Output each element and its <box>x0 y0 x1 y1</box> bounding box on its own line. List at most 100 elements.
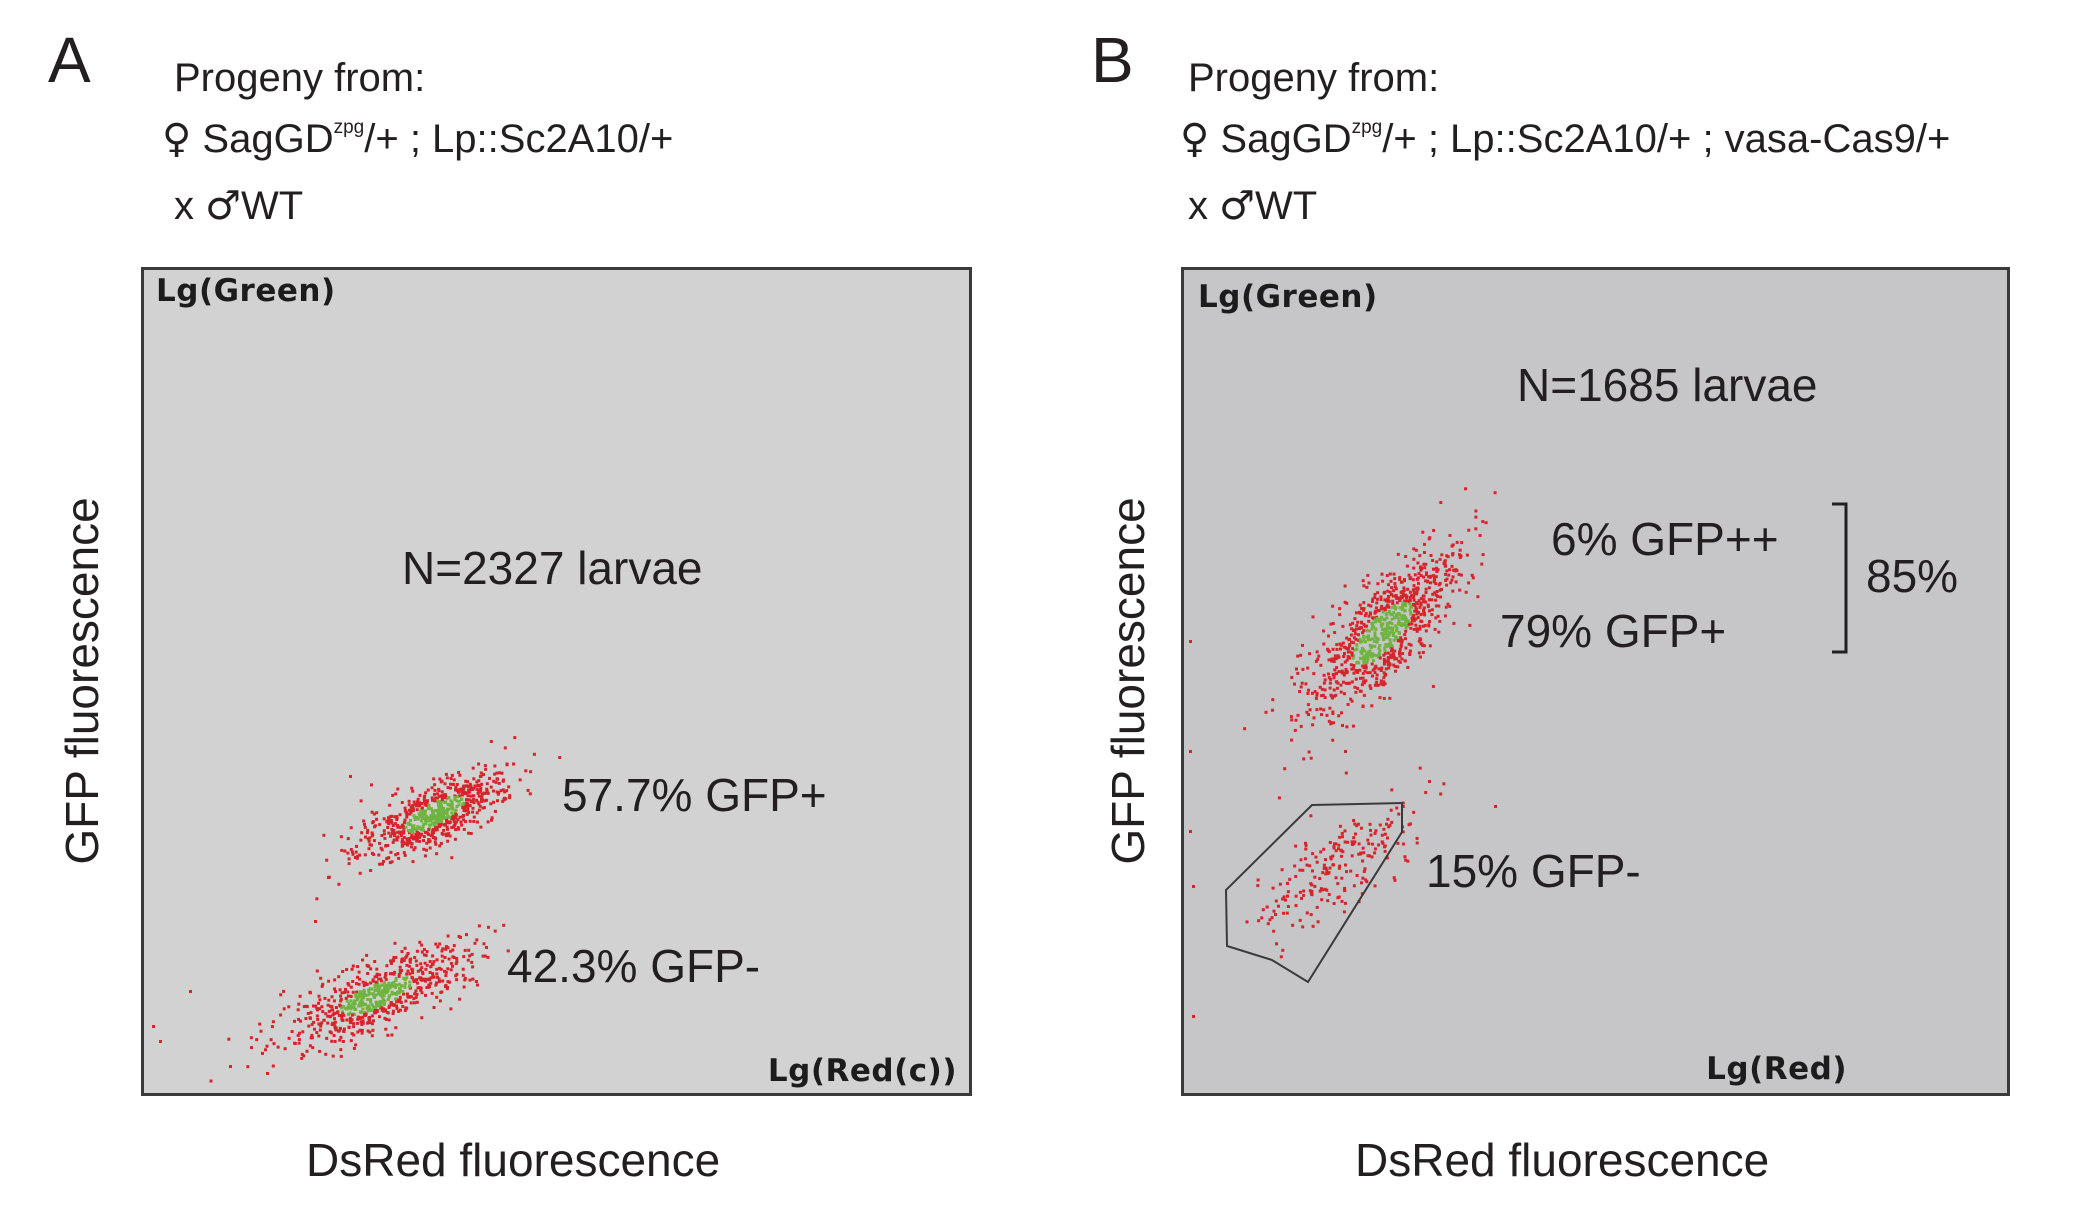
scatter-dot <box>1436 614 1440 618</box>
scatter-dot <box>1377 651 1381 655</box>
scatter-dot-outlier <box>349 775 352 778</box>
scatter-dot <box>1379 679 1383 683</box>
scatter-dot <box>1321 693 1325 697</box>
scatter-dot <box>1417 599 1421 603</box>
scatter-dot <box>434 983 438 987</box>
scatter-dot <box>392 834 396 838</box>
scatter-dot <box>346 1012 350 1016</box>
scatter-dot <box>316 1018 320 1021</box>
scatter-dot <box>383 1009 386 1013</box>
scatter-dot <box>1309 913 1313 917</box>
scatter-dot-outlier <box>152 1025 155 1028</box>
scatter-dot <box>360 1001 364 1005</box>
scatter-dot <box>1243 727 1247 731</box>
scatter-dot <box>1313 690 1317 694</box>
scatter-dot <box>1295 667 1298 671</box>
scatter-dot <box>1362 634 1365 638</box>
scatter-dot <box>1305 911 1309 915</box>
scatter-dot <box>405 976 409 980</box>
scatter-dot <box>1274 913 1277 916</box>
scatter-dot <box>395 983 398 987</box>
scatter-dot <box>1345 725 1349 729</box>
scatter-dot <box>408 972 412 976</box>
scatter-dot <box>495 771 499 775</box>
scatter-dot <box>440 990 444 994</box>
population-2-dots <box>209 923 510 1083</box>
scatter-dot <box>1384 632 1388 635</box>
scatter-dot <box>327 998 331 1002</box>
scatter-dot <box>432 815 436 819</box>
scatter-dot <box>390 1003 394 1007</box>
scatter-dot <box>359 799 363 803</box>
scatter-dot <box>1413 573 1417 577</box>
scatter-dot <box>349 1021 353 1025</box>
scatter-dot <box>1286 890 1290 894</box>
scatter-dot <box>440 822 444 826</box>
scatter-dot <box>1425 573 1428 577</box>
scatter-dot <box>1304 841 1307 845</box>
scatter-dot <box>1327 634 1330 638</box>
scatter-dot <box>472 777 476 781</box>
scatter-dot <box>324 1012 328 1016</box>
scatter-dot <box>1415 627 1419 631</box>
scatter-dot <box>490 818 493 822</box>
scatter-dot <box>370 1022 374 1026</box>
scatter-dot <box>391 840 395 844</box>
scatter-dot <box>403 946 407 950</box>
scatter-dot <box>1356 822 1360 826</box>
scatter-dot <box>466 808 470 812</box>
scatter-dot <box>321 982 325 986</box>
scatter-dot <box>310 1033 314 1037</box>
scatter-dot <box>1315 650 1319 654</box>
scatter-dot <box>1445 554 1449 558</box>
scatter-dot <box>433 783 437 787</box>
scatter-dot <box>276 1045 280 1049</box>
scatter-dot <box>347 862 351 866</box>
scatter-dot <box>1302 757 1306 761</box>
scatter-dot <box>351 852 355 856</box>
scatter-dot <box>1340 831 1344 835</box>
scatter-dot <box>1480 562 1484 566</box>
scatter-dot <box>480 800 483 803</box>
scatter-dot <box>1390 617 1394 621</box>
scatter-dot <box>434 942 438 946</box>
scatter-dot <box>255 1038 259 1042</box>
scatter-dot <box>409 830 413 834</box>
scatter-dot <box>1383 618 1387 622</box>
scatter-dot <box>387 1018 391 1022</box>
scatter-dot <box>398 971 402 975</box>
scatter-dot-outlier <box>1494 805 1497 808</box>
scatter-dot <box>386 844 390 847</box>
scatter-dot <box>390 972 394 976</box>
scatter-dot <box>1343 660 1347 664</box>
scatter-dot <box>392 972 396 976</box>
scatter-dot <box>400 838 404 842</box>
scatter-dot <box>384 984 388 988</box>
panel-a-plot-area: Lg(Green) Lg(Red(c)) N=2327 larvae 57.7%… <box>141 267 972 1096</box>
scatter-dot <box>1399 580 1403 584</box>
scatter-dot <box>390 860 394 864</box>
scatter-dot <box>412 997 416 1001</box>
scatter-dot <box>480 782 484 786</box>
scatter-dot <box>412 980 416 983</box>
scatter-dot <box>443 796 447 799</box>
scatter-dot <box>423 819 427 823</box>
scatter-dot <box>380 989 384 993</box>
scatter-dot <box>1458 548 1462 552</box>
scatter-dot <box>402 851 406 855</box>
scatter-dot <box>356 854 360 858</box>
scatter-dot <box>349 1039 353 1043</box>
scatter-dot <box>350 1013 354 1017</box>
scatter-dot <box>355 982 358 986</box>
scatter-dot <box>382 994 386 998</box>
scatter-dot <box>1290 676 1294 679</box>
scatter-dot <box>1336 896 1340 900</box>
scatter-dot <box>341 970 345 973</box>
scatter-dot <box>495 790 499 794</box>
scatter-dot <box>1362 607 1366 611</box>
scatter-dot <box>413 992 417 996</box>
scatter-dot <box>1434 593 1438 597</box>
scatter-dot <box>1373 671 1377 674</box>
scatter-dot <box>315 1014 319 1018</box>
scatter-dot <box>412 800 416 804</box>
